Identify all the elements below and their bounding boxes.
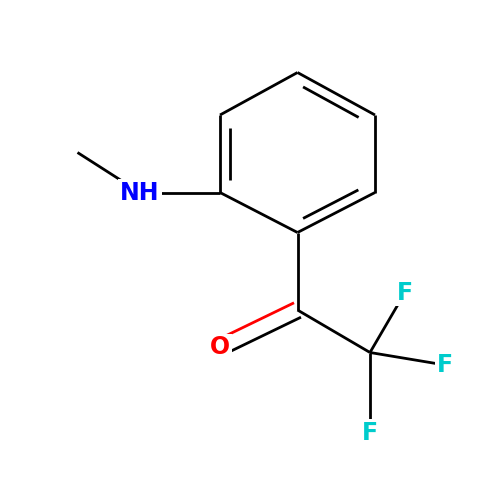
Text: F: F <box>362 420 378 444</box>
Text: O: O <box>210 336 230 359</box>
Text: F: F <box>397 280 413 304</box>
Text: F: F <box>437 353 453 377</box>
Text: NH: NH <box>120 180 160 204</box>
